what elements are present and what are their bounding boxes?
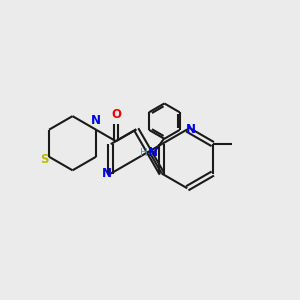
Text: N: N — [148, 146, 158, 160]
Text: N: N — [102, 167, 112, 180]
Text: N: N — [186, 123, 196, 136]
Text: O: O — [111, 108, 121, 121]
Text: H: H — [140, 148, 148, 158]
Text: N: N — [91, 114, 101, 127]
Text: S: S — [40, 153, 49, 166]
